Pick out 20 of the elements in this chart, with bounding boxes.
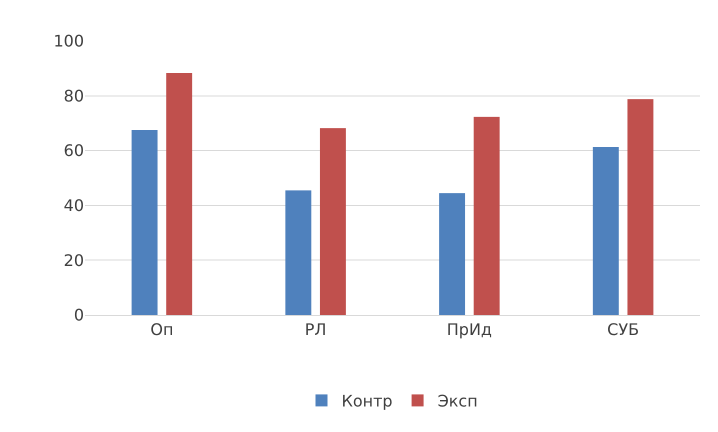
x-tick-label: Оп xyxy=(150,320,174,340)
y-tick-label: 40 xyxy=(64,196,84,215)
legend-label: Эксп xyxy=(438,392,478,411)
bar xyxy=(627,99,654,315)
x-tick-label: ПрИд xyxy=(446,320,492,340)
y-tick-label: 20 xyxy=(64,250,84,270)
bar xyxy=(132,130,158,315)
legend-label: Контр xyxy=(342,392,393,411)
bar xyxy=(320,128,346,315)
bar xyxy=(592,147,619,315)
bar xyxy=(285,190,312,315)
y-tick-label: 0 xyxy=(74,306,84,325)
y-tick-label: 60 xyxy=(64,141,84,160)
y-tick-label: 80 xyxy=(64,86,84,106)
y-tick-label: 100 xyxy=(53,32,84,51)
x-tick-label: СУБ xyxy=(607,320,640,340)
bar xyxy=(166,73,192,315)
bar xyxy=(474,116,500,315)
bar xyxy=(439,193,466,315)
x-tick-label: РЛ xyxy=(304,320,326,340)
